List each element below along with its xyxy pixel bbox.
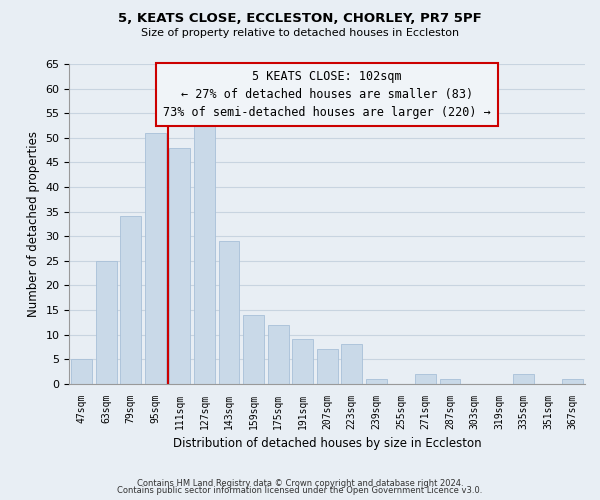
Bar <box>317 350 338 384</box>
Bar <box>513 374 534 384</box>
X-axis label: Distribution of detached houses by size in Eccleston: Distribution of detached houses by size … <box>173 437 482 450</box>
Bar <box>562 379 583 384</box>
Text: 5 KEATS CLOSE: 102sqm
← 27% of detached houses are smaller (83)
73% of semi-deta: 5 KEATS CLOSE: 102sqm ← 27% of detached … <box>163 70 491 120</box>
Bar <box>169 148 190 384</box>
Bar <box>366 379 387 384</box>
Bar <box>121 216 141 384</box>
Bar <box>292 340 313 384</box>
Bar <box>71 359 92 384</box>
Bar <box>218 241 239 384</box>
Bar <box>341 344 362 384</box>
Text: Size of property relative to detached houses in Eccleston: Size of property relative to detached ho… <box>141 28 459 38</box>
Bar <box>440 379 460 384</box>
Bar <box>268 324 289 384</box>
Bar <box>96 260 116 384</box>
Y-axis label: Number of detached properties: Number of detached properties <box>27 131 40 317</box>
Text: Contains public sector information licensed under the Open Government Licence v3: Contains public sector information licen… <box>118 486 482 495</box>
Bar <box>243 315 264 384</box>
Bar <box>194 123 215 384</box>
Text: Contains HM Land Registry data © Crown copyright and database right 2024.: Contains HM Land Registry data © Crown c… <box>137 478 463 488</box>
Text: 5, KEATS CLOSE, ECCLESTON, CHORLEY, PR7 5PF: 5, KEATS CLOSE, ECCLESTON, CHORLEY, PR7 … <box>118 12 482 26</box>
Bar <box>415 374 436 384</box>
Bar <box>145 133 166 384</box>
